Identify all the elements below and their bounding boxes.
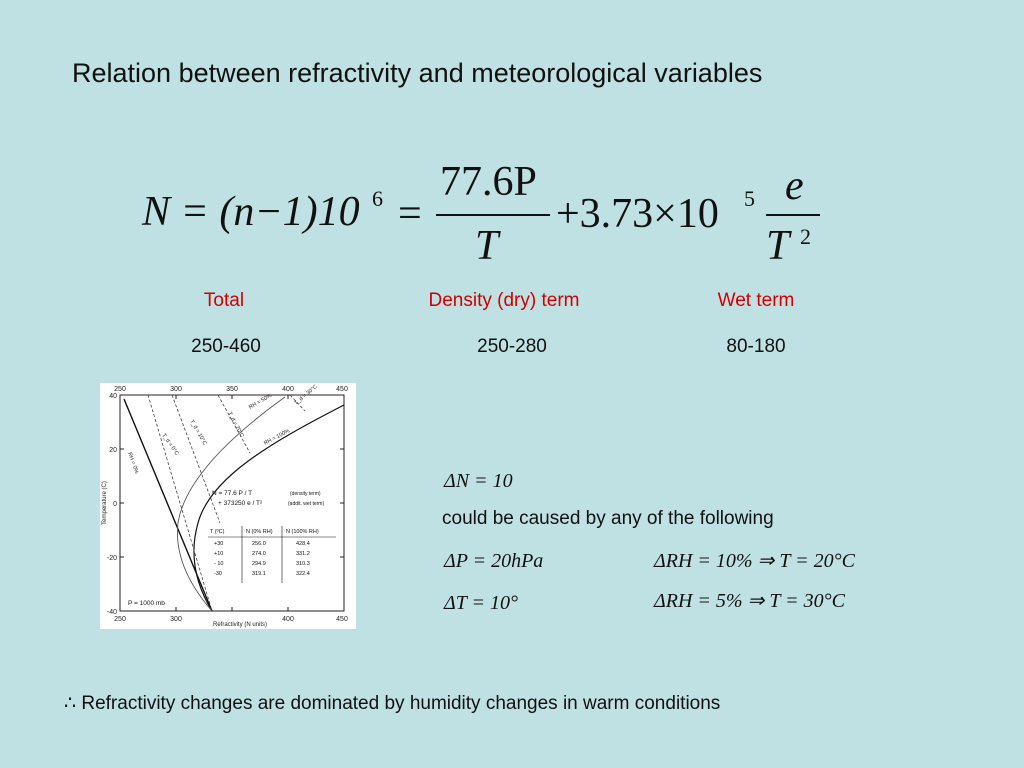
table-cell: 310.3 <box>296 561 310 567</box>
curve-td-10 <box>171 394 221 524</box>
delta-p: ΔP = 20hPa <box>444 550 544 572</box>
y-tick-40: 40 <box>109 393 117 400</box>
table-cell: 274.0 <box>252 551 266 557</box>
x-tick-bottom-450: 450 <box>336 616 348 623</box>
term2-numerator: e <box>785 163 804 209</box>
term2-coefficient: +3.73×10 <box>556 191 719 237</box>
y-tick-20: 20 <box>109 447 117 454</box>
x-axis-label: Refractivity (N units) <box>213 622 267 628</box>
label-td-10: T_d = 10°C <box>188 419 207 446</box>
y-tick-minus20: -20 <box>107 555 117 562</box>
formula-wet: + 373250 e / T² <box>218 500 263 507</box>
table-cell: -30 <box>214 571 222 577</box>
x-tick-top-300: 300 <box>170 386 182 393</box>
delta-rh-10: ΔRH = 10% ⇒ T = 20°C <box>654 550 855 572</box>
x-tick-bottom-250: 250 <box>114 616 126 623</box>
term1-numerator: 77.6P <box>440 159 537 205</box>
formula-density-note: (density term) <box>290 491 321 497</box>
table-cell: 331.2 <box>296 551 310 557</box>
table-cell: 256.0 <box>252 541 266 547</box>
x-tick-top-450: 450 <box>336 386 348 393</box>
column-value-total: 250-460 <box>191 336 261 357</box>
x-tick-top-250: 250 <box>114 386 126 393</box>
table-cell: 322.4 <box>296 571 310 577</box>
x-tick-top-350: 350 <box>226 386 238 393</box>
curve-td-0 <box>147 394 213 612</box>
column-header-dry: Density (dry) term <box>428 290 580 311</box>
formula-density: N = 77.6 P / T <box>212 490 252 497</box>
conclusion-text: ∴ Refractivity changes are dominated by … <box>64 693 721 714</box>
table-header-t: T (ºC) <box>210 528 225 535</box>
table-cell: - 10 <box>214 561 223 567</box>
refractivity-temperature-chart: 250 300 350 400 450 250 300 400 450 Refr… <box>100 383 356 629</box>
curve-td-30 <box>289 394 306 412</box>
y-axis-label: Temperature (C) <box>102 481 108 525</box>
curve-rh-100 <box>193 404 345 612</box>
formula-wet-note: (addit. wet term) <box>288 501 324 507</box>
x-tick-top-400: 400 <box>282 386 294 393</box>
delta-t: ΔT = 10° <box>444 592 518 614</box>
label-rh-100: RH = 100% <box>263 428 291 447</box>
table-cell: +30 <box>214 541 223 547</box>
y-tick-minus40: -40 <box>107 609 117 616</box>
curve-rh-50 <box>176 396 286 612</box>
table-cell: 428.4 <box>296 541 310 547</box>
equation-lhs: N = (n−1)10 <box>142 189 360 235</box>
label-td-20: T_d = 20°C <box>226 411 244 439</box>
label-td-0: T_d = 0°C <box>160 433 179 457</box>
delta-n: ΔN = 10 <box>444 470 513 492</box>
label-rh-50: RH = 50% <box>248 393 273 411</box>
equation-lhs-exponent: 6 <box>372 186 383 211</box>
slide-title: Relation between refractivity and meteor… <box>72 58 763 88</box>
column-value-wet: 80-180 <box>726 336 786 357</box>
table-header-n100: N (100% RH) <box>286 529 319 535</box>
pressure-label: P = 1000 mb <box>128 600 165 607</box>
delta-rh-5: ΔRH = 5% ⇒ T = 30°C <box>654 590 845 612</box>
caused-by-text: could be caused by any of the following <box>442 508 774 529</box>
table-cell: +10 <box>214 551 223 557</box>
term2-denominator-exponent: 2 <box>800 224 811 249</box>
equation-equals: = <box>398 191 422 237</box>
x-tick-bottom-400: 400 <box>282 616 294 623</box>
x-tick-bottom-300: 300 <box>170 616 182 623</box>
table-header-n0: N (0% RH) <box>246 529 273 535</box>
term2-exponent: 5 <box>744 186 755 211</box>
label-rh-0: RH = 0% <box>126 452 139 475</box>
column-value-dry: 250-280 <box>477 336 547 357</box>
column-header-total: Total <box>203 290 245 311</box>
term2-denominator: T <box>766 223 790 269</box>
term2-fraction-bar <box>766 214 820 216</box>
y-tick-0: 0 <box>113 501 117 508</box>
term1-denominator: T <box>475 223 499 269</box>
curve-td-20 <box>217 394 251 454</box>
table-cell: 294.9 <box>252 561 266 567</box>
column-header-wet: Wet term <box>717 290 795 311</box>
table-cell: 319.1 <box>252 571 266 577</box>
term1-fraction-bar <box>436 214 550 216</box>
